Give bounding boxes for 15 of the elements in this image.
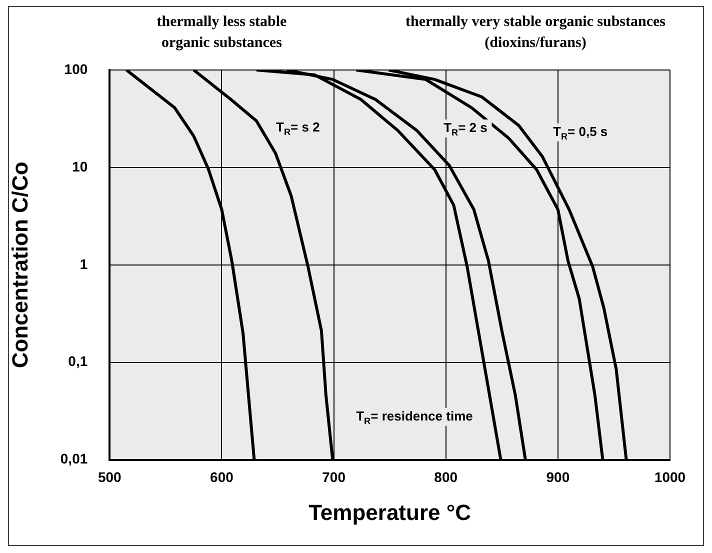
x-tick-label: 700 <box>322 469 346 486</box>
x-tick-label: 1000 <box>654 469 686 486</box>
text: thermally less stable organic substances <box>156 14 288 51</box>
text: thermally very stable organic substances (dioxins/furans) <box>406 14 666 51</box>
x-axis-title: Temperature °C <box>308 500 472 525</box>
y-axis-title: Concentration C/Co <box>7 162 32 368</box>
y-tick-label: 1 <box>80 256 88 272</box>
x-tick-label: 900 <box>546 469 570 486</box>
x-tick-label: 800 <box>434 469 458 486</box>
y-tick-label: 10 <box>72 158 88 174</box>
y-tick-label: 100 <box>64 60 88 77</box>
y-tick-label: 0,01 <box>60 450 88 467</box>
y-tick-label: 0,1 <box>68 353 88 370</box>
x-tick-label: 500 <box>98 469 122 486</box>
x-tick-label: 600 <box>210 469 234 486</box>
